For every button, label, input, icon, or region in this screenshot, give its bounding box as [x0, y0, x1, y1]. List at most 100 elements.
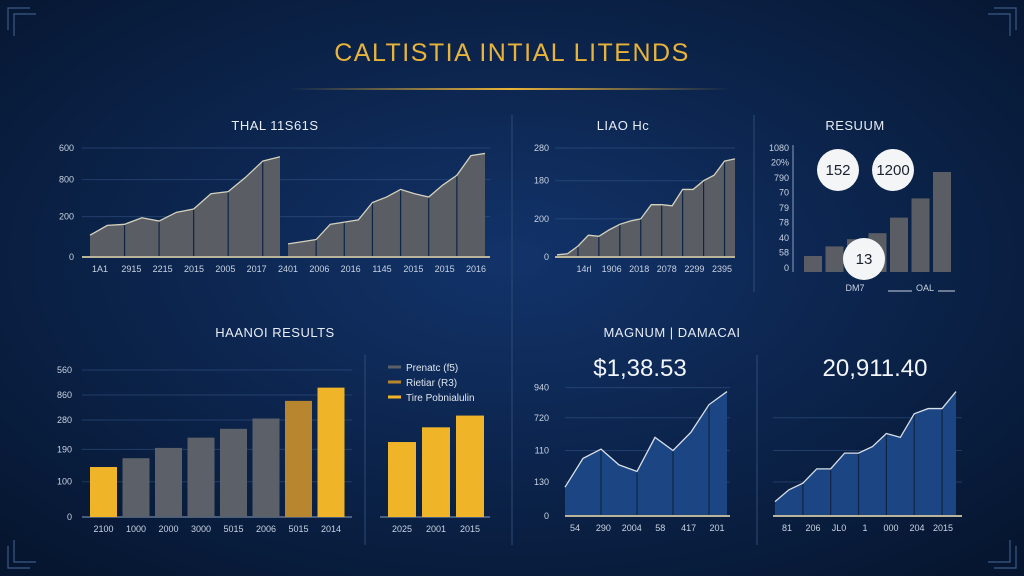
panel-dividers [364, 115, 758, 545]
liao-x-label: 2299 [684, 264, 704, 274]
thal-x-label: 2915 [121, 264, 141, 274]
resuum-y-tick: 40 [779, 233, 789, 243]
haanoi-bar [155, 447, 182, 517]
thal-x-label: 2401 [278, 264, 298, 274]
haanoi-y-tick: 560 [57, 365, 72, 375]
legend-label: Rietiar (R3) [406, 378, 457, 389]
magnum-headline: $1,38.53 [593, 355, 686, 382]
title-underline [290, 88, 730, 90]
thal-area-right [288, 153, 485, 257]
thal-x-label: 2015 [403, 264, 423, 274]
haanoi-bar [187, 437, 215, 517]
corner-ornaments [7, 7, 1017, 569]
liao-area-main [557, 158, 735, 257]
resuum-bar [933, 172, 951, 272]
magnum-y-tick: 940 [534, 383, 549, 393]
thal-x-label: 2017 [247, 264, 267, 274]
liao-x-label: 2018 [629, 264, 649, 274]
haanoi-x-label: 2100 [93, 524, 113, 534]
damacai-area-main [775, 391, 956, 516]
thal-x-label: 2015 [435, 264, 455, 274]
magnum-x-label: 58 [655, 523, 665, 533]
resuum-y-tick: 1080 [769, 143, 789, 153]
resuum-bar [911, 198, 930, 272]
damacai-headline: 20,911.40 [823, 355, 928, 382]
damacai-x-label: 000 [883, 523, 898, 533]
thal-x-label: 2016 [341, 264, 361, 274]
magnum-x-label: 417 [681, 523, 696, 533]
resuum-x-label: DM7 [845, 283, 864, 293]
magnum-x-label: 201 [709, 523, 724, 533]
haanoi-bar [317, 387, 345, 517]
magnum-x-label: 290 [596, 523, 611, 533]
haanoi-y-tick: 280 [57, 415, 72, 425]
thal-x-label: 2016 [466, 264, 486, 274]
thal-line-right [287, 152, 486, 245]
resuum-badge-value: 13 [856, 251, 873, 268]
resuum-y-tick: 79 [779, 203, 789, 213]
resuum-badge-circle [843, 238, 885, 280]
page-title: CALTISTIA INTIAL LITENDS [334, 39, 690, 67]
damacai-x-label: 1 [862, 523, 867, 533]
magnum-y-tick: 720 [534, 413, 549, 423]
resuum-y-tick: 70 [779, 187, 789, 197]
haanoi-x-label: 1000 [126, 524, 146, 534]
resuum-x-label: OAL [916, 283, 934, 293]
damacai-x-label: 2015 [933, 523, 953, 533]
thal-x-label: 1A1 [92, 264, 108, 274]
liao-line-main [556, 158, 736, 256]
magnum-title: MAGNUM | DAMACAI [603, 325, 740, 340]
liao-y-tick: 0 [544, 252, 549, 262]
magnum-y-tick: 0 [544, 511, 549, 521]
haanoi-side-bar [422, 427, 450, 517]
thal-y-tick: 800 [59, 175, 74, 185]
thal-x-label: 2015 [184, 264, 204, 274]
legend-label: Tire Pobnialulin [406, 393, 475, 404]
resuum-badge-value: 1200 [876, 162, 909, 179]
haanoi-bar [220, 428, 247, 517]
resuum-bar [804, 256, 822, 272]
liao-y-tick: 180 [534, 176, 549, 186]
liao-y-tick: 200 [534, 214, 549, 224]
thal-area-left [90, 156, 280, 257]
resuum-title: RESUUM [825, 118, 884, 133]
haanoi-side-bar [388, 442, 416, 517]
haanoi-y-tick: 190 [57, 444, 72, 454]
damacai-x-label: JL0 [832, 523, 847, 533]
magnum-y-tick: 110 [535, 446, 549, 456]
thal-line-left [89, 156, 281, 236]
damacai-line-main [774, 391, 957, 503]
damacai-x-label: 204 [909, 523, 924, 533]
thal-x-label: 2005 [215, 264, 235, 274]
haanoi-bar [252, 418, 280, 517]
thal-y-tick: 200 [59, 212, 74, 222]
haanoi-y-tick: 100 [57, 477, 72, 487]
thal-y-tick: 0 [69, 252, 74, 262]
resuum-y-tick: 790 [774, 173, 789, 183]
magnum-y-tick: 130 [534, 477, 549, 487]
magnum-x-label: 2004 [622, 523, 642, 533]
resuum-y-tick: 20% [771, 157, 789, 167]
resuum-bar [825, 246, 844, 272]
haanoi-x-label: 2006 [256, 524, 276, 534]
haanoi-x-label: 2000 [158, 524, 178, 534]
haanoi-side-x-label: 2001 [426, 524, 446, 534]
resuum-bar [890, 217, 908, 272]
magnum-area-main [565, 391, 727, 516]
haanoi-title: HAANOI RESULTS [215, 325, 334, 340]
magnum-x-label: 54 [570, 523, 580, 533]
resuum-y-tick: 0 [784, 263, 789, 273]
thal-x-label: 1145 [372, 264, 391, 274]
haanoi-side-x-label: 2025 [392, 524, 412, 534]
haanoi-side-x-label: 2015 [460, 524, 480, 534]
thal-x-label: 2215 [153, 264, 173, 274]
haanoi-bar [122, 458, 150, 517]
haanoi-y-tick: 0 [67, 512, 72, 522]
damacai-x-label: 81 [782, 523, 792, 533]
legend-label: Prenatc (f5) [406, 363, 458, 374]
magnum-line-main [564, 391, 728, 488]
resuum-badge-circle [872, 149, 914, 191]
liao-x-label: 2078 [657, 264, 677, 274]
haanoi-x-label: 5015 [288, 524, 308, 534]
